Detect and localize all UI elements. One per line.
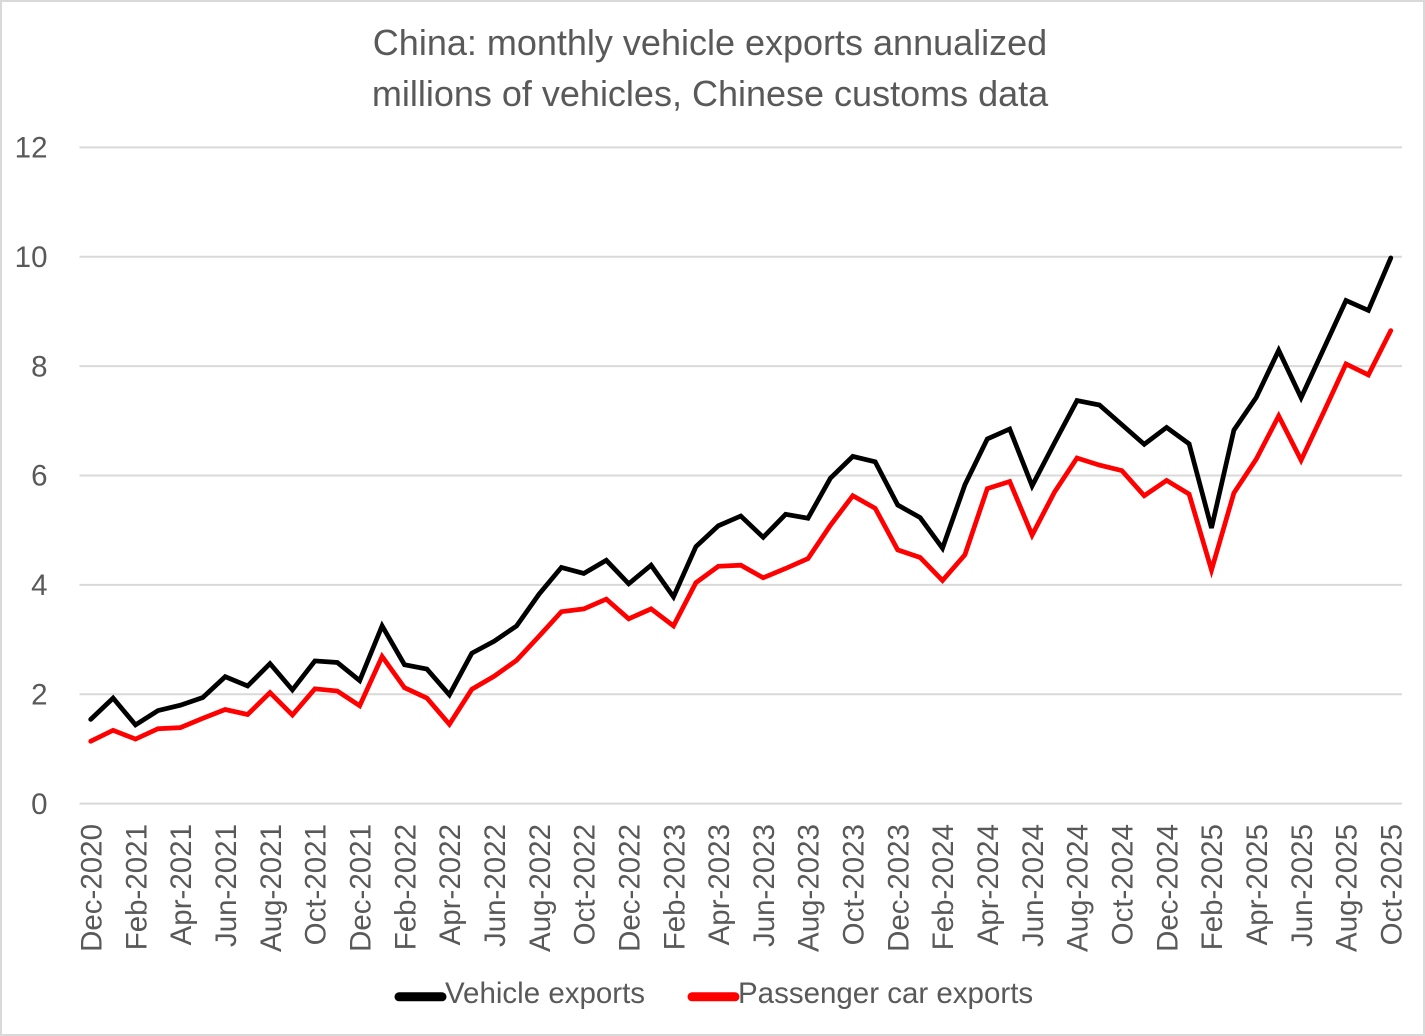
svg-text:Dec-2020: Dec-2020 <box>76 824 109 952</box>
svg-text:China: monthly vehicle exports: China: monthly vehicle exports annualize… <box>373 22 1047 63</box>
svg-text:Aug-2024: Aug-2024 <box>1062 824 1095 952</box>
svg-text:Jun-2025: Jun-2025 <box>1286 824 1319 947</box>
svg-text:Vehicle exports: Vehicle exports <box>445 977 645 1010</box>
svg-text:Oct-2024: Oct-2024 <box>1107 824 1140 945</box>
svg-text:Jun-2024: Jun-2024 <box>1017 824 1050 947</box>
svg-text:Aug-2021: Aug-2021 <box>255 824 288 952</box>
svg-text:Dec-2022: Dec-2022 <box>613 824 646 952</box>
svg-text:0: 0 <box>31 788 47 821</box>
svg-text:Apr-2025: Apr-2025 <box>1241 824 1274 945</box>
svg-text:Feb-2025: Feb-2025 <box>1196 824 1229 950</box>
svg-text:Oct-2023: Oct-2023 <box>838 824 871 945</box>
svg-text:Dec-2023: Dec-2023 <box>882 824 915 952</box>
svg-text:Oct-2022: Oct-2022 <box>569 824 602 945</box>
svg-text:4: 4 <box>31 569 47 602</box>
svg-text:Feb-2022: Feb-2022 <box>389 824 422 950</box>
svg-text:2: 2 <box>31 678 47 711</box>
svg-text:10: 10 <box>15 241 48 274</box>
svg-text:Feb-2024: Feb-2024 <box>927 824 960 950</box>
svg-text:Passenger car exports: Passenger car exports <box>738 977 1033 1010</box>
svg-text:Feb-2021: Feb-2021 <box>120 824 153 950</box>
svg-text:Apr-2024: Apr-2024 <box>972 824 1005 945</box>
svg-text:Jun-2022: Jun-2022 <box>479 824 512 947</box>
svg-text:Jun-2021: Jun-2021 <box>210 824 243 947</box>
svg-text:Dec-2021: Dec-2021 <box>344 824 377 952</box>
svg-text:6: 6 <box>31 460 47 493</box>
svg-text:millions of vehicles, Chinese: millions of vehicles, Chinese customs da… <box>372 73 1049 114</box>
svg-text:Jun-2023: Jun-2023 <box>748 824 781 947</box>
svg-text:Aug-2023: Aug-2023 <box>793 824 826 952</box>
svg-text:8: 8 <box>31 350 47 383</box>
svg-text:12: 12 <box>15 132 48 165</box>
svg-text:Apr-2021: Apr-2021 <box>165 824 198 945</box>
svg-text:Apr-2023: Apr-2023 <box>703 824 736 945</box>
svg-text:Dec-2024: Dec-2024 <box>1151 824 1184 952</box>
svg-text:Aug-2022: Aug-2022 <box>524 824 557 952</box>
svg-text:Apr-2022: Apr-2022 <box>434 824 467 945</box>
svg-text:Oct-2025: Oct-2025 <box>1376 824 1409 945</box>
svg-text:Oct-2021: Oct-2021 <box>300 824 333 945</box>
svg-text:Aug-2025: Aug-2025 <box>1331 824 1364 952</box>
svg-text:Feb-2023: Feb-2023 <box>658 824 691 950</box>
